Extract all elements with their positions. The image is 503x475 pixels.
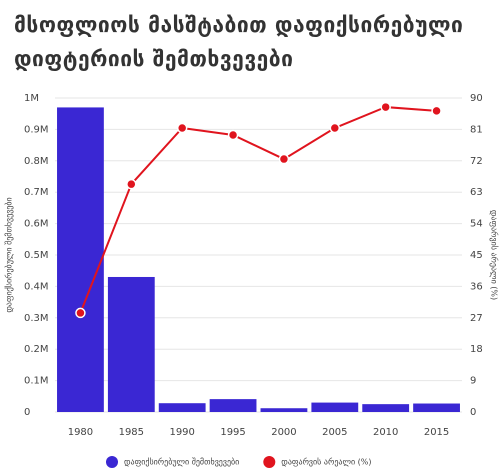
bar <box>260 408 308 412</box>
bar <box>362 404 410 412</box>
bar <box>413 403 460 412</box>
x-tick-label: 1985 <box>119 427 144 438</box>
point <box>227 129 239 141</box>
y-tick-label: 0 <box>24 407 30 418</box>
y-tick-label: 0.1M <box>24 376 49 387</box>
y-tick-label: 0.8M <box>24 156 49 167</box>
y-tick-label: 0.5M <box>24 250 49 261</box>
x-tick-label: 2005 <box>322 427 347 438</box>
bar <box>311 402 359 412</box>
legend-label: დაფიქსირებული შემთხვევები <box>124 457 239 467</box>
y-tick-label: 0.9M <box>24 124 49 135</box>
legend-label: დაფარვის არეალი (%) <box>281 457 371 467</box>
point <box>176 122 188 134</box>
y2-tick-label: 27 <box>470 313 483 324</box>
y-tick-label: 0.2M <box>24 344 49 355</box>
legend-marker <box>106 456 118 468</box>
x-tick-label: 1990 <box>169 427 194 438</box>
y2-tick-label: 18 <box>470 344 483 355</box>
line <box>79 106 437 314</box>
y-tick-label: 0.3M <box>24 313 49 324</box>
y2-tick-label: 45 <box>470 250 483 261</box>
x-tick-label: 2010 <box>373 427 398 438</box>
y2-axis-label: დაფარვის არეალი (%) <box>490 210 500 300</box>
bar <box>209 399 257 412</box>
point <box>329 122 341 134</box>
y2-tick-label: 90 <box>470 93 483 104</box>
x-tick-label: 2015 <box>424 427 449 438</box>
x-tick-label: 2000 <box>271 427 296 438</box>
y2-tick-label: 81 <box>470 124 483 135</box>
y-axis-label: დაფიქსირებული შემთხვევები <box>4 197 14 312</box>
y2-tick-label: 36 <box>470 281 483 292</box>
legend-marker <box>263 456 276 468</box>
bar <box>107 276 155 412</box>
y-tick-label: 0.6M <box>24 219 49 230</box>
point <box>431 105 442 117</box>
y2-tick-label: 54 <box>470 219 483 230</box>
point <box>126 178 137 190</box>
y-tick-label: 0.4M <box>24 281 49 292</box>
y2-tick-label: 63 <box>470 187 483 198</box>
y-tick-label: 0.7M <box>24 187 49 198</box>
y2-tick-label: 9 <box>470 376 476 387</box>
x-tick-label: 1995 <box>220 427 245 438</box>
bar <box>158 403 206 412</box>
point <box>75 307 86 319</box>
y2-tick-label: 72 <box>470 156 483 167</box>
chart-title: მსოფლიოს მასშტაბით დაფიქსირებული დიფტერი… <box>14 13 464 71</box>
y2-tick-label: 0 <box>470 407 476 418</box>
x-tick-label: 1980 <box>68 427 93 438</box>
point <box>278 153 290 165</box>
bar <box>57 107 104 413</box>
y-tick-label: 1M <box>24 93 39 104</box>
point <box>380 101 391 113</box>
